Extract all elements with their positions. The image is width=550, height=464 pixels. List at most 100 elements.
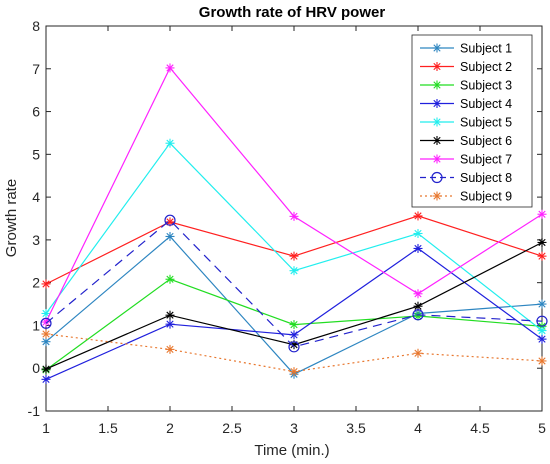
data-point [41,317,51,327]
asterisk-marker [432,62,442,71]
marker-stroke [290,368,298,376]
data-point [289,251,299,261]
y-tick-label: 7 [32,61,40,77]
marker-stroke [166,320,174,328]
legend-item: Subject 1 [420,42,512,56]
data-point [537,334,547,344]
asterisk-marker [413,228,423,238]
x-tick-label: 4 [414,420,422,436]
data-point [413,228,423,238]
series-7 [41,63,547,327]
marker-stroke [433,44,441,52]
data-point [165,344,175,354]
asterisk-marker [41,364,51,374]
marker-stroke [42,309,50,318]
marker-stroke [433,155,441,163]
data-point [40,317,52,329]
marker-stroke [166,139,174,147]
legend-label: Subject 6 [460,134,512,148]
data-point [537,326,547,336]
marker-stroke [414,229,422,238]
asterisk-marker [41,308,51,318]
asterisk-marker [41,337,51,347]
circle-marker [412,309,424,321]
asterisk-marker [537,209,547,219]
asterisk-marker [432,154,442,164]
legend-item: Subject 4 [420,97,512,111]
asterisk-marker [41,317,51,327]
data-point [537,299,547,309]
marker-stroke [290,252,298,260]
legend-label: Subject 8 [460,171,512,185]
marker-stroke [42,318,50,326]
data-point [413,243,423,253]
y-tick-label: 5 [32,146,40,162]
data-point [41,364,51,374]
data-point [536,315,548,327]
asterisk-marker [537,334,547,344]
marker-stroke [42,330,50,338]
asterisk-marker [432,191,442,201]
y-tick-label: 6 [32,104,40,120]
series-4 [41,243,547,384]
legend-label: Subject 4 [460,97,512,111]
x-tick-label: 2.5 [222,420,242,436]
asterisk-marker [413,243,423,253]
legend-item: Subject 7 [420,153,512,167]
asterisk-marker [289,266,299,276]
marker-stroke [42,280,50,288]
legend-item: Subject 6 [420,134,512,148]
marker-stroke [414,302,422,310]
legend-label: Subject 1 [460,42,512,56]
chart-title: Growth rate of HRV power [199,4,386,21]
data-point [164,214,176,226]
legend: Subject 1 Subject 2 Subject 3 Subject 4 Subj… [411,34,533,208]
data-point [413,211,423,221]
marker-stroke [166,311,174,319]
asterisk-marker [165,310,175,320]
x-tick-label: 4.5 [470,420,490,436]
data-point [41,308,51,318]
marker-stroke [414,212,422,220]
marker-stroke [433,99,441,108]
asterisk-marker [165,274,175,284]
asterisk-marker [537,237,547,247]
x-tick-label: 3.5 [346,420,366,436]
data-point [289,320,299,330]
series-6 [41,237,547,374]
y-tick-label: 8 [32,18,40,34]
marker-stroke [538,210,546,218]
circle-marker [40,317,52,329]
asterisk-marker [537,251,547,261]
asterisk-marker [413,311,423,321]
legend-item: Subject 8 [420,171,512,185]
data-point [413,289,423,299]
series-8 [40,214,548,353]
asterisk-marker [165,319,175,329]
data-point [537,251,547,261]
series-5 [41,138,547,336]
asterisk-marker [41,279,51,289]
data-point [165,319,175,329]
data-point [41,329,51,339]
data-point [41,374,51,384]
data-point [537,209,547,219]
circle-marker [288,341,300,353]
marker-stroke [538,335,546,343]
series-line [45,219,543,348]
marker-stroke [166,345,174,354]
data-point [412,309,424,321]
asterisk-marker [289,367,299,377]
marker-stroke [414,349,422,357]
y-tick-label: -1 [28,403,41,419]
marker-stroke [538,357,546,365]
y-axis-label: Growth rate [3,179,20,257]
marker-stroke [42,338,50,346]
series-3 [41,274,547,375]
circle-marker [536,315,548,327]
marker-stroke [290,320,298,329]
y-tick-label: 3 [32,232,40,248]
circle-marker [164,214,176,226]
x-tick-label: 1.5 [98,420,118,436]
